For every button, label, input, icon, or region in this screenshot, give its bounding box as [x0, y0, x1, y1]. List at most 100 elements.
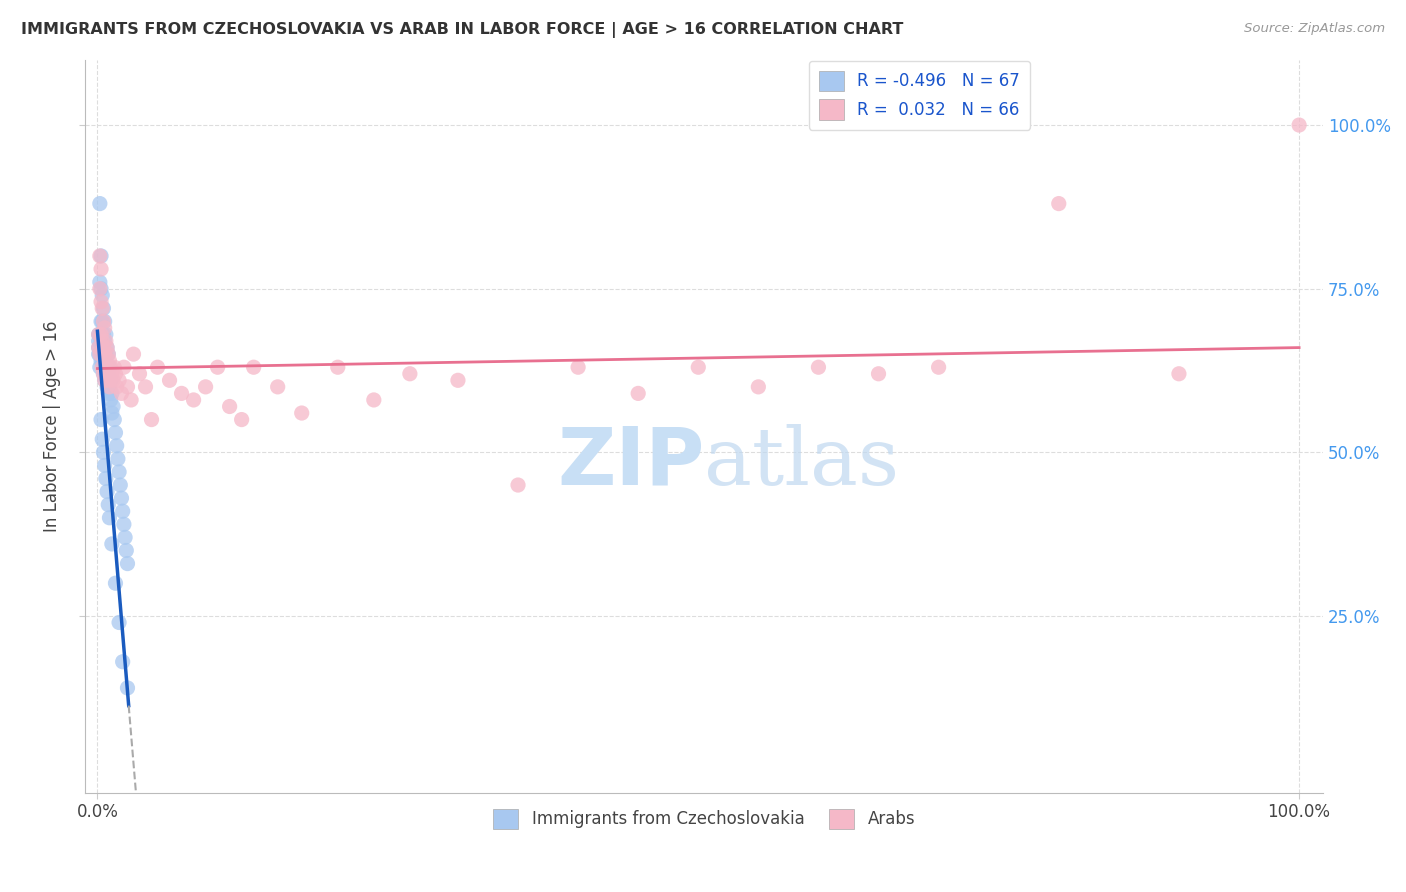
Point — [567, 360, 589, 375]
Point — [101, 406, 124, 420]
Point — [98, 380, 121, 394]
Point — [89, 327, 111, 342]
Point — [93, 373, 115, 387]
Point — [91, 432, 114, 446]
Point — [688, 360, 710, 375]
Point — [100, 360, 122, 375]
Point — [89, 360, 111, 375]
Point — [146, 360, 169, 375]
Point — [94, 334, 117, 348]
Point — [90, 327, 112, 342]
Point — [100, 392, 122, 407]
Point — [91, 314, 114, 328]
Point — [112, 360, 135, 375]
Point — [90, 412, 112, 426]
Text: Source: ZipAtlas.com: Source: ZipAtlas.com — [1244, 22, 1385, 36]
Point — [96, 380, 118, 394]
Point — [103, 360, 125, 375]
Point — [97, 498, 120, 512]
Point — [242, 360, 264, 375]
Point — [114, 530, 136, 544]
Point — [93, 373, 115, 387]
Point — [87, 341, 110, 355]
Point — [1168, 367, 1191, 381]
Point — [108, 615, 131, 630]
Text: atlas: atlas — [704, 424, 900, 502]
Point — [98, 510, 121, 524]
Point — [928, 360, 950, 375]
Point — [1288, 118, 1310, 132]
Point — [104, 367, 127, 381]
Point — [87, 327, 110, 342]
Point — [183, 392, 205, 407]
Point — [112, 517, 135, 532]
Point — [105, 380, 128, 394]
Point — [1047, 196, 1070, 211]
Point — [96, 367, 118, 381]
Point — [627, 386, 650, 401]
Point — [89, 249, 111, 263]
Point — [399, 367, 422, 381]
Point — [93, 353, 115, 368]
Point — [218, 400, 240, 414]
Point — [108, 465, 131, 479]
Point — [326, 360, 349, 375]
Point — [96, 341, 118, 355]
Point — [96, 360, 118, 375]
Point — [97, 386, 120, 401]
Legend: Immigrants from Czechoslovakia, Arabs: Immigrants from Czechoslovakia, Arabs — [486, 802, 922, 836]
Point — [91, 301, 114, 316]
Point — [87, 347, 110, 361]
Point — [98, 360, 121, 375]
Point — [108, 373, 131, 387]
Point — [89, 282, 111, 296]
Point — [98, 353, 121, 368]
Point — [128, 367, 150, 381]
Point — [98, 380, 121, 394]
Point — [110, 478, 132, 492]
Point — [101, 537, 124, 551]
Point — [93, 347, 115, 361]
Point — [111, 655, 134, 669]
Point — [89, 347, 111, 361]
Point — [90, 262, 112, 277]
Point — [134, 380, 156, 394]
Point — [93, 367, 115, 381]
Point — [90, 294, 112, 309]
Point — [90, 249, 112, 263]
Point — [101, 373, 124, 387]
Y-axis label: In Labor Force | Age > 16: In Labor Force | Age > 16 — [44, 320, 60, 532]
Point — [90, 282, 112, 296]
Text: IMMIGRANTS FROM CZECHOSLOVAKIA VS ARAB IN LABOR FORCE | AGE > 16 CORRELATION CHA: IMMIGRANTS FROM CZECHOSLOVAKIA VS ARAB I… — [21, 22, 904, 38]
Point — [868, 367, 890, 381]
Point — [122, 347, 145, 361]
Point — [89, 275, 111, 289]
Point — [93, 327, 115, 342]
Point — [117, 557, 139, 571]
Point — [747, 380, 769, 394]
Point — [447, 373, 470, 387]
Point — [807, 360, 830, 375]
Point — [101, 367, 124, 381]
Point — [94, 327, 117, 342]
Point — [101, 386, 124, 401]
Point — [110, 491, 132, 505]
Point — [97, 367, 120, 381]
Point — [115, 543, 138, 558]
Point — [93, 314, 115, 328]
Point — [111, 504, 134, 518]
Point — [91, 288, 114, 302]
Point — [89, 347, 111, 361]
Point — [506, 478, 529, 492]
Point — [93, 341, 115, 355]
Text: ZIP: ZIP — [557, 424, 704, 502]
Point — [96, 341, 118, 355]
Point — [93, 445, 115, 459]
Point — [93, 458, 115, 473]
Point — [363, 392, 385, 407]
Point — [87, 327, 110, 342]
Point — [91, 353, 114, 368]
Point — [97, 373, 120, 387]
Point — [103, 412, 125, 426]
Point — [159, 373, 181, 387]
